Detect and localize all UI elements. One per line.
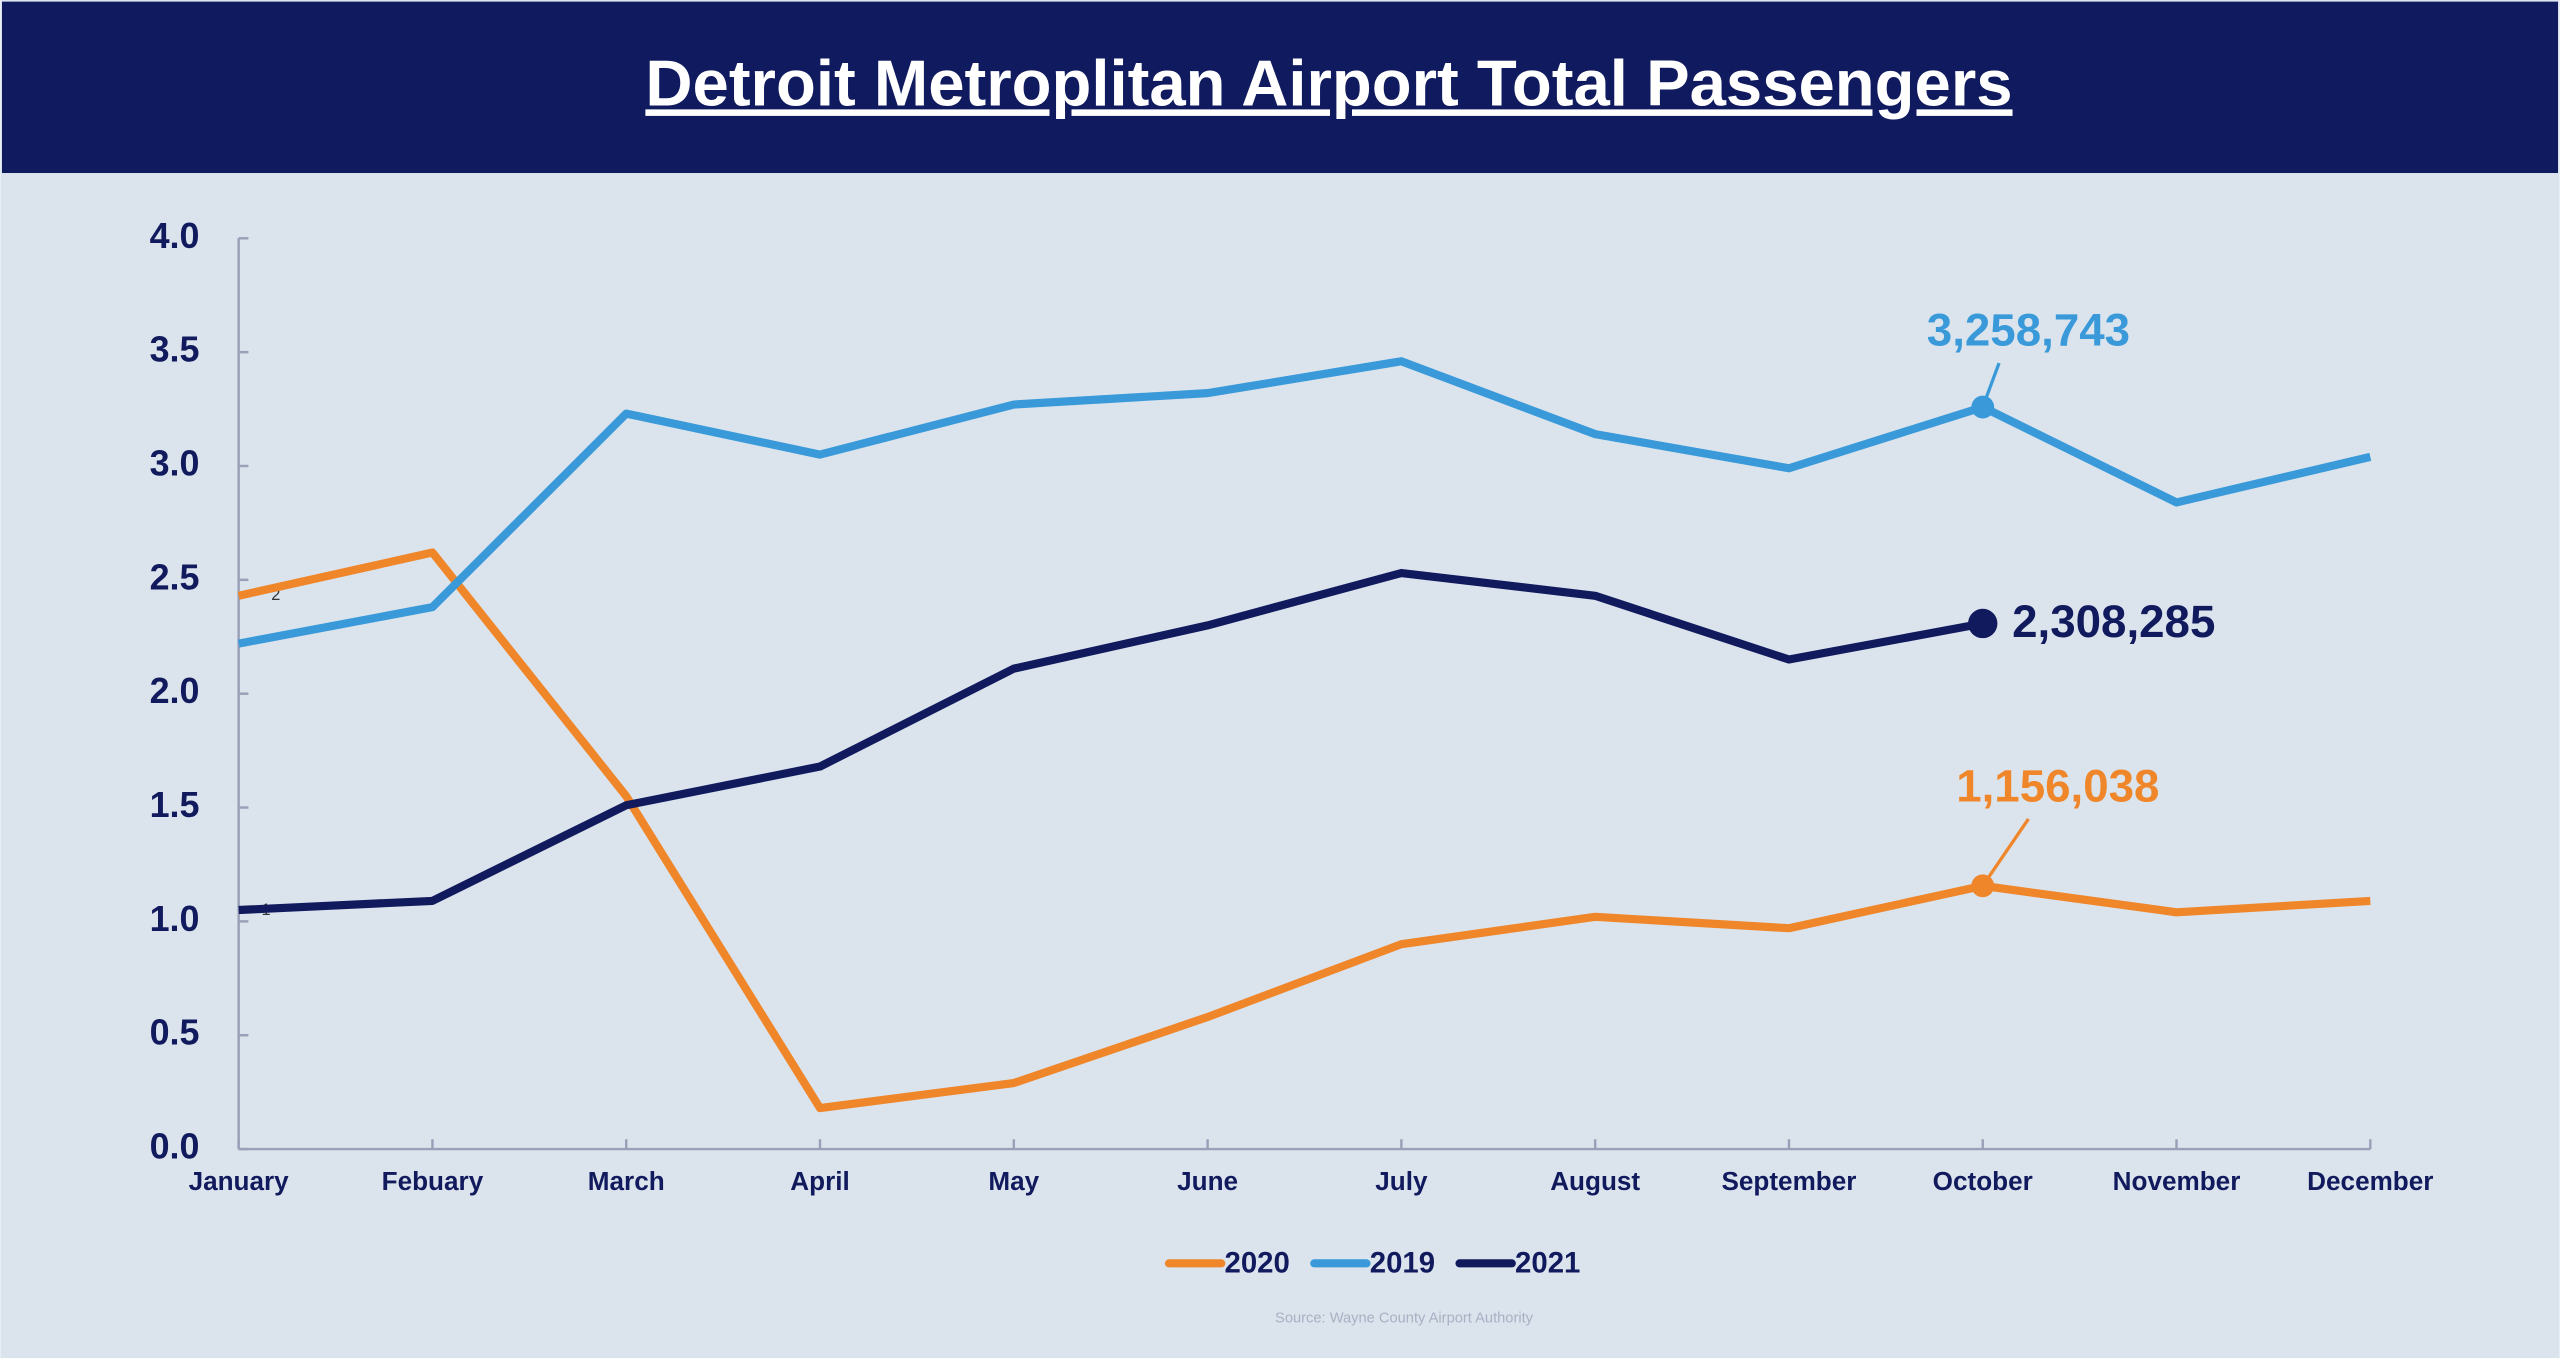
y-tick-label: 0.5 <box>150 1013 200 1053</box>
x-tick-label: April <box>790 1166 849 1196</box>
y-tick-label: 1.0 <box>150 899 200 939</box>
series-line <box>237 548 2371 1113</box>
y-tick-label: 1.5 <box>150 785 200 825</box>
x-tick-label: October <box>1933 1166 2033 1196</box>
series-line <box>238 568 1984 915</box>
annotation: 2 <box>271 586 280 604</box>
data-label: 1,156,038 <box>1956 761 2159 812</box>
legend-label: 2019 <box>1370 1247 1435 1280</box>
y-tick-label: 3.0 <box>150 443 200 483</box>
legend-label: 2020 <box>1225 1247 1290 1280</box>
legend-label: 2021 <box>1515 1247 1580 1280</box>
x-tick-label: June <box>1177 1166 1238 1196</box>
x-tick-label: July <box>1375 1166 1428 1196</box>
x-tick-label: September <box>1721 1166 1856 1196</box>
y-tick-label: 4.0 <box>150 216 200 256</box>
y-tick-label: 0.0 <box>150 1127 200 1167</box>
y-tick-label: 3.5 <box>150 330 200 370</box>
x-tick-label: Febuary <box>382 1166 484 1196</box>
x-tick-label: May <box>988 1166 1039 1196</box>
source-note: Source: Wayne County Airport Authority <box>1275 1311 1534 1327</box>
y-tick-label: 2.0 <box>150 671 200 711</box>
x-tick-label: August <box>1550 1166 1640 1196</box>
leader-line <box>1981 362 2001 408</box>
y-tick-label: 2.5 <box>150 557 200 597</box>
leader-line <box>1981 818 2030 887</box>
data-label: 2,308,285 <box>2012 596 2215 647</box>
data-point <box>1968 608 1998 639</box>
series-line <box>237 357 2372 648</box>
chart-title: Detroit Metroplitan Airport Total Passen… <box>645 46 2012 119</box>
x-tick-label: November <box>2113 1166 2241 1196</box>
data-label: 3,258,743 <box>1927 305 2130 356</box>
x-tick-label: March <box>588 1166 665 1196</box>
x-tick-label: January <box>189 1166 290 1196</box>
x-tick-label: December <box>2307 1166 2433 1196</box>
header-bar <box>1 1 2559 174</box>
